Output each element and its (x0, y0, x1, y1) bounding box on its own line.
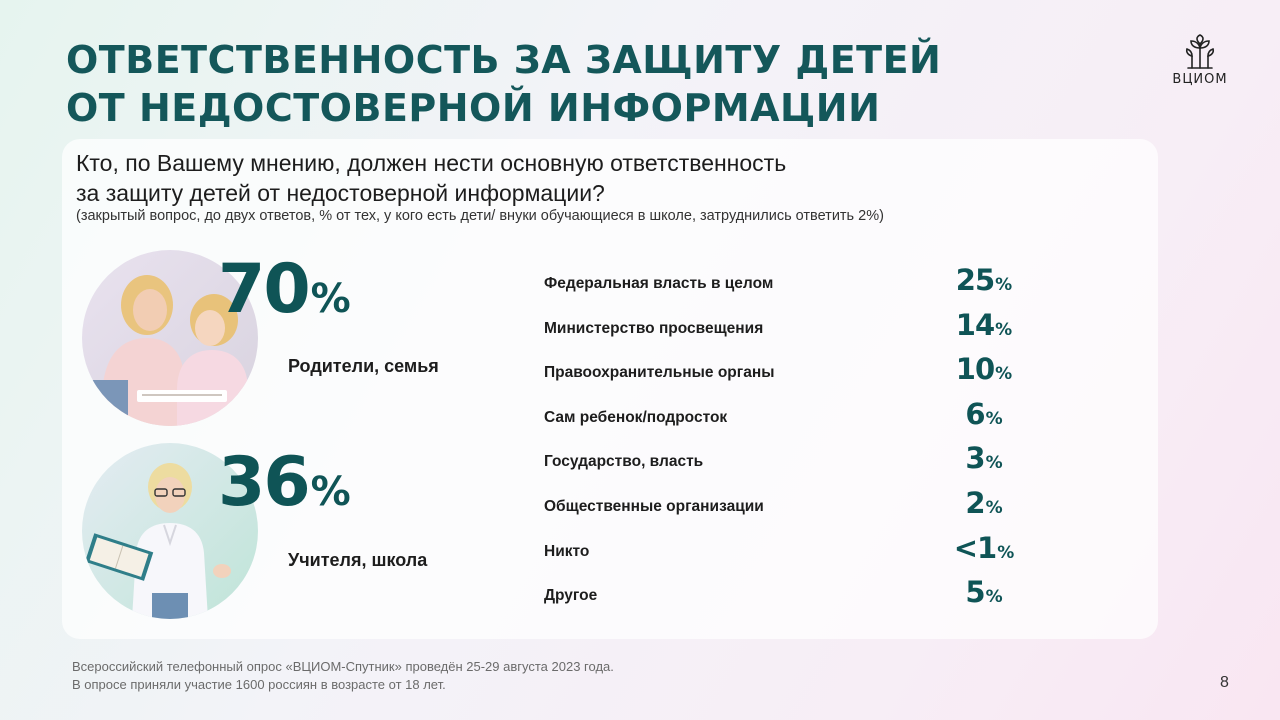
question-note: (закрытый вопрос, до двух ответов, % от … (76, 208, 884, 224)
vciom-logo: ВЦИОМ (1158, 34, 1242, 94)
highlight-parents-value: 70% (218, 256, 351, 324)
row-unit: % (985, 408, 1003, 429)
row-number: 10 (955, 352, 995, 387)
row-value: 5% (924, 578, 1044, 607)
list-item: Министерство просвещения 14% (544, 307, 1064, 352)
row-value: 14% (924, 307, 1044, 342)
row-label: Министерство просвещения (544, 319, 764, 337)
row-unit: % (985, 453, 1003, 474)
row-label: Государство, власть (544, 453, 704, 471)
highlight-teachers-unit: % (310, 469, 351, 515)
tree-icon (1185, 34, 1215, 69)
row-label: Другое (544, 587, 598, 605)
teacher-photo (82, 443, 258, 619)
row-number: 2 (965, 485, 985, 520)
footnote-line-1: Всероссийский телефонный опрос «ВЦИОМ-Сп… (72, 659, 614, 674)
row-value: 25% (924, 266, 1044, 295)
list-item: Сам ребенок/подросток 6% (544, 396, 1064, 441)
row-label: Сам ребенок/подросток (544, 408, 728, 426)
question-line-2: за защиту детей от недостоверной информа… (76, 180, 605, 206)
row-number: 6 (965, 396, 985, 431)
responses-list: Федеральная власть в целом 25% Министерс… (544, 262, 1064, 619)
logo-text: ВЦИОМ (1172, 72, 1228, 87)
row-value: 6% (924, 396, 1044, 431)
list-item: Правоохранительные органы 10% (544, 351, 1064, 396)
row-label: Федеральная власть в целом (544, 275, 774, 292)
row-label: Общественные организации (544, 497, 764, 515)
page-number: 8 (1220, 674, 1229, 691)
row-label: Никто (544, 542, 590, 560)
row-unit: % (995, 275, 1013, 295)
row-number: 3 (965, 441, 985, 476)
list-item: Государство, власть 3% (544, 440, 1064, 485)
row-unit: % (997, 542, 1015, 563)
row-unit: % (985, 497, 1003, 518)
highlight-parents-unit: % (310, 276, 351, 322)
highlight-parents-number: 70 (218, 250, 311, 329)
slide-title-line-2: ОТ НЕДОСТОВЕРНОЙ ИНФОРМАЦИИ (66, 86, 881, 130)
row-value: 3% (924, 444, 1044, 473)
row-number: 14 (955, 307, 995, 342)
footnote-line-2: В опросе приняли участие 1600 россиян в … (72, 677, 446, 692)
highlight-teachers-number: 36 (218, 443, 311, 522)
list-item: Федеральная власть в целом 25% (544, 262, 1064, 307)
row-value: 10% (924, 355, 1044, 384)
highlight-teachers-value: 36% (218, 449, 351, 517)
row-number: <1 (953, 530, 997, 565)
list-item: Никто <1% (544, 530, 1064, 575)
row-value: <1% (924, 530, 1044, 565)
list-item: Другое 5% (544, 574, 1064, 619)
survey-question: Кто, по Вашему мнению, должен нести осно… (76, 148, 976, 208)
slide-title: ОТВЕТСТВЕННОСТЬ ЗА ЗАЩИТУ ДЕТЕЙ ОТ НЕДОС… (66, 36, 966, 132)
row-unit: % (985, 587, 1003, 608)
row-number: 5 (965, 575, 985, 610)
survey-footnote: Всероссийский телефонный опрос «ВЦИОМ-Сп… (72, 658, 614, 694)
highlight-parents-label: Родители, семья (288, 356, 439, 376)
row-unit: % (995, 364, 1013, 385)
row-value: 2% (924, 485, 1044, 520)
row-label: Правоохранительные органы (544, 364, 775, 382)
highlight-teachers-label: Учителя, школа (288, 550, 428, 570)
question-line-1: Кто, по Вашему мнению, должен нести осно… (76, 150, 787, 176)
row-unit: % (995, 319, 1013, 340)
slide-title-line-1: ОТВЕТСТВЕННОСТЬ ЗА ЗАЩИТУ ДЕТЕЙ (66, 38, 942, 82)
list-item: Общественные организации 2% (544, 485, 1064, 530)
row-number: 25 (955, 263, 995, 297)
